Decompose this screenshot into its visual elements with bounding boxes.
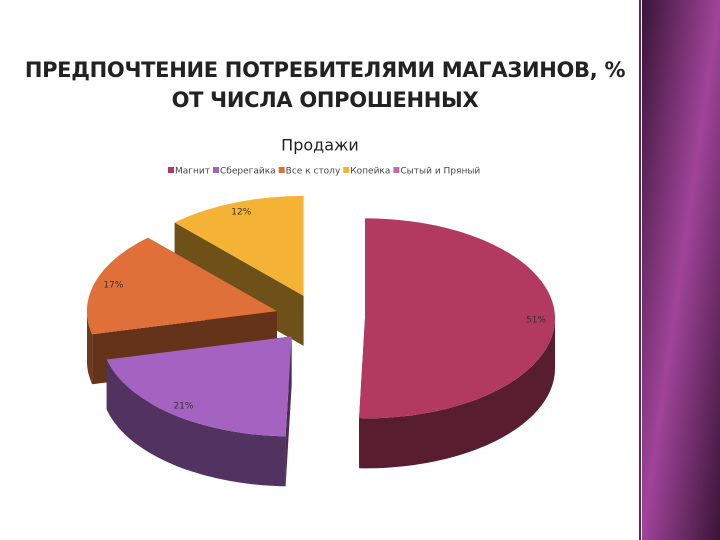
slice-side xyxy=(87,311,93,385)
legend-label: Копейка xyxy=(350,167,390,177)
pie: 51% 21% 17% 12% xyxy=(87,195,555,487)
slice xyxy=(174,195,304,296)
slice xyxy=(87,237,277,335)
legend-swatch xyxy=(393,167,400,173)
data-label: 51% xyxy=(526,315,546,325)
legend-swatch xyxy=(213,167,219,173)
data-label: 17% xyxy=(103,280,123,290)
legend-swatch xyxy=(278,167,285,173)
slice-side xyxy=(106,359,286,487)
slice xyxy=(359,218,555,419)
side-band xyxy=(642,0,720,540)
legend-label: Магнит xyxy=(175,167,210,177)
slice-side xyxy=(359,318,555,469)
data-label: 12% xyxy=(231,208,251,218)
legend-label: Все к столу xyxy=(286,167,341,177)
legend: Магнит Сберегайка Все к столу Копейка Сытый … xyxy=(168,167,480,177)
data-label: 21% xyxy=(173,402,193,412)
legend-swatch xyxy=(168,167,174,173)
legend-label: Сытый и Пряный xyxy=(400,167,480,177)
slice xyxy=(106,336,292,437)
chart-subtitle: Продажи xyxy=(281,136,359,155)
legend-label: Сберегайка xyxy=(220,167,276,177)
slide-title: ПРЕДПОЧТЕНИЕ ПОТРЕБИТЕЛЯМИ МАГАЗИНОВ, % … xyxy=(24,58,626,112)
legend-swatch xyxy=(343,167,350,173)
